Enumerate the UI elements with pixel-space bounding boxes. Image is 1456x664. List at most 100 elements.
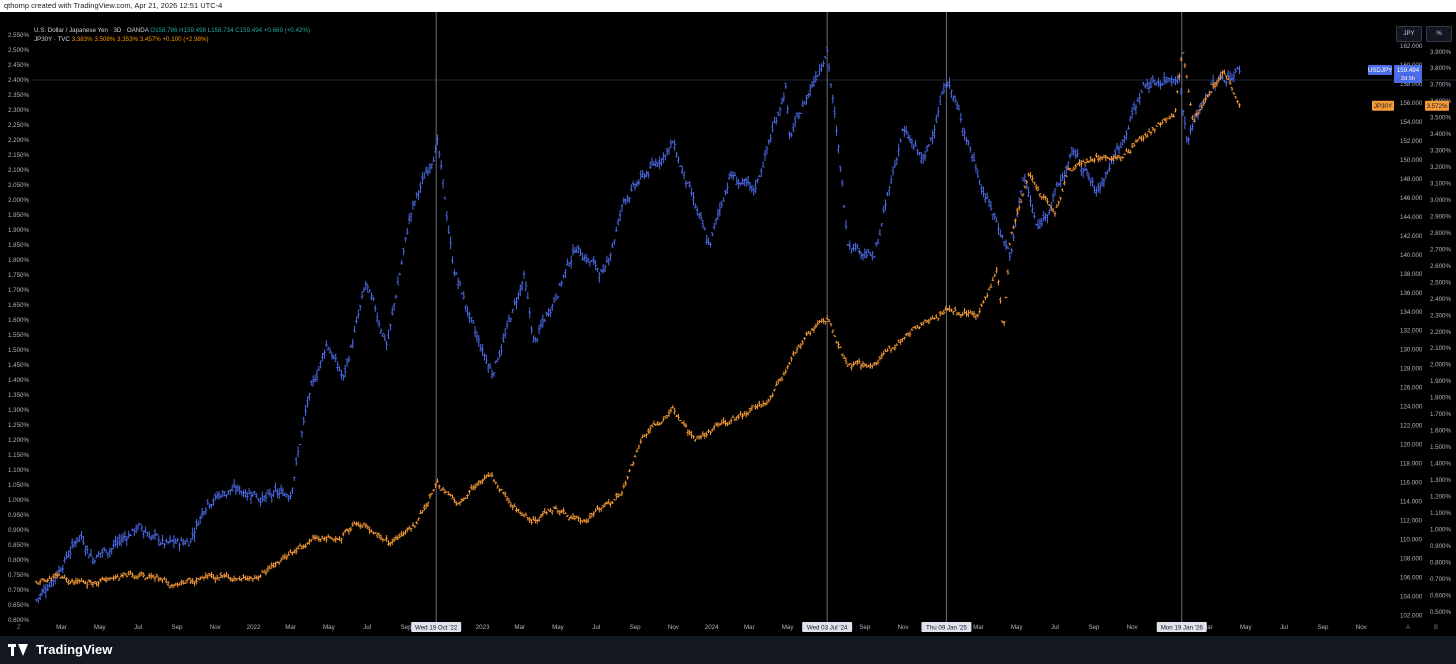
left-axis-tick: 1.100% [8,467,29,474]
price-axis-tick: 146.000 [1400,195,1423,202]
zoom-button[interactable]: B [1434,625,1439,631]
jp30y-price-label: 3.572% [1427,103,1448,110]
left-axis-tick: 1.000% [8,497,29,504]
left-axis-tick: 2.550% [8,32,29,39]
x-axis-tick: Mar [973,624,984,631]
left-axis-tick: 1.950% [8,212,29,219]
price-axis-tick: 104.000 [1400,593,1423,600]
x-axis-tick: Sep [859,624,871,631]
price-axis-tick: 138.000 [1400,271,1423,278]
x-axis-tick: May [323,624,336,631]
tradingview-brand[interactable]: TradingView [8,642,112,657]
left-axis-tick: 0.700% [8,587,29,594]
marker-date-label: Wed 03 Jul '24 [807,625,848,632]
currency-unit-button[interactable]: JPY [1396,26,1422,42]
legend-usdjpy[interactable]: U.S. Dollar / Japanese Yen · 3D · OANDA … [34,27,310,36]
percent-axis-tick: 1.000% [1430,526,1451,533]
left-axis-tick: 0.900% [8,527,29,534]
left-axis-tick: 1.650% [8,302,29,309]
price-axis-tick: 158.000 [1400,81,1423,88]
x-axis-tick: Nov [898,624,910,631]
x-axis-tick: Mar [514,624,525,631]
left-axis-tick: 2.100% [8,167,29,174]
price-chart[interactable]: 2.550% 2.500% 2.450% 2.400% 2.350% 2.300% 2.25… [0,12,1456,636]
left-axis-tick: 1.250% [8,422,29,429]
percent-axis-tick: 1.600% [1430,428,1451,435]
x-axis-tick: Nov [1127,624,1139,631]
credit-text: qthomp created with TradingView.com, Apr… [4,1,223,10]
left-axis-tick: 0.600% [8,617,29,624]
marker-date-box [411,622,462,632]
jp30y-symbol-label: JP30Y [1374,103,1392,110]
credit-bar: qthomp created with TradingView.com, Apr… [0,0,1456,12]
left-axis-tick: 1.450% [8,362,29,369]
percent-axis-tick: 1.100% [1430,510,1451,517]
left-axis-tick: 0.750% [8,572,29,579]
price-axis-tick: 126.000 [1400,385,1423,392]
brand-name: TradingView [36,642,113,657]
price-axis-tick: 122.000 [1400,423,1423,430]
percent-axis-tick: 2.900% [1430,213,1451,220]
percent-axis-tick: 0.600% [1430,592,1451,599]
percent-axis-tick: 3.500% [1430,115,1451,122]
left-axis-tick: 1.300% [8,407,29,414]
legend-jp30y[interactable]: JP30Y · TVC 3.383% 3.508% 3.353% 3.457% … [34,36,310,45]
legend-jp30y-ohlc: 3.383% 3.508% 3.353% 3.457% +0.100 (+2.9… [71,35,209,43]
percent-axis-tick: 1.700% [1430,411,1451,418]
percent-axis-tick: 1.900% [1430,378,1451,385]
price-axis-tick: 142.000 [1400,233,1423,240]
marker-date-label: Wed 19 Oct '22 [415,625,458,632]
price-axis-tick: 106.000 [1400,574,1423,581]
x-axis-tick: May [1240,624,1253,631]
price-axis-tick: 112.000 [1400,517,1422,524]
price-axis-tick: 118.000 [1400,461,1422,468]
price-axis-tick: 132.000 [1400,328,1423,335]
percent-axis-tick: 2.500% [1430,279,1451,286]
x-axis-tick: Nov [210,624,222,631]
left-axis-tick: 2.300% [8,107,29,114]
left-axis-tick: 0.650% [8,602,29,609]
x-axis-tick: Jul [134,624,142,631]
left-axis-tick: 1.800% [8,257,29,264]
left-axis-tick: 1.200% [8,437,29,444]
chart-area[interactable]: 2.550% 2.500% 2.450% 2.400% 2.350% 2.300% 2.25… [0,12,1456,636]
percent-scale-button[interactable]: % [1426,26,1452,42]
legend-usdjpy-name: U.S. Dollar / Japanese Yen · 3D · OANDA [34,27,149,34]
tradingview-logo-icon [8,643,30,657]
left-axis-tick: 0.950% [8,512,29,519]
chart-legend: U.S. Dollar / Japanese Yen · 3D · OANDA … [34,27,310,44]
left-axis-tick: 1.700% [8,287,29,294]
percent-axis-tick: 1.500% [1430,444,1451,451]
percent-axis-tick: 3.900% [1430,49,1451,56]
price-axis-tick: 110.000 [1400,536,1422,543]
percent-axis-tick: 3.800% [1430,65,1451,72]
x-axis-tick: Sep [401,624,413,631]
goto-date-button[interactable]: Z [17,625,21,631]
usdjpy-symbol-label: USDJPY [1368,67,1392,74]
percent-axis-tick: 3.400% [1430,131,1451,138]
price-axis-tick: 152.000 [1400,138,1423,145]
x-axis-tick: Sep [171,624,183,631]
left-axis-tick: 1.900% [8,227,29,234]
left-axis-tick: 2.500% [8,47,29,54]
legend-jp30y-name: JP30Y · TVC [34,35,70,43]
left-axis-tick: 2.450% [8,62,29,69]
percent-axis-tick: 2.600% [1430,263,1451,270]
x-axis-tick: Sep [1088,624,1100,631]
left-axis-tick: 2.050% [8,182,29,189]
left-axis-tick: 1.500% [8,347,29,354]
x-axis-tick: Nov [1356,624,1368,631]
percent-axis-tick: 0.800% [1430,559,1451,566]
x-axis-tick: Nov [668,624,680,631]
percent-axis-tick: 3.000% [1430,197,1451,204]
auto-scale-button[interactable]: A [1406,625,1411,631]
left-axis-tick: 1.600% [8,317,29,324]
percent-axis-tick: 2.200% [1430,329,1451,336]
x-axis-tick: Sep [1317,624,1329,631]
left-axis-tick: 1.550% [8,332,29,339]
left-axis-tick: 1.850% [8,242,29,249]
x-axis-tick: Jul [363,624,371,631]
left-axis-tick: 2.000% [8,197,29,204]
left-axis-tick: 2.200% [8,137,29,144]
legend-usdjpy-ohlc: O158.786 H159.498 L158.734 C159.494 +0.6… [150,27,310,34]
